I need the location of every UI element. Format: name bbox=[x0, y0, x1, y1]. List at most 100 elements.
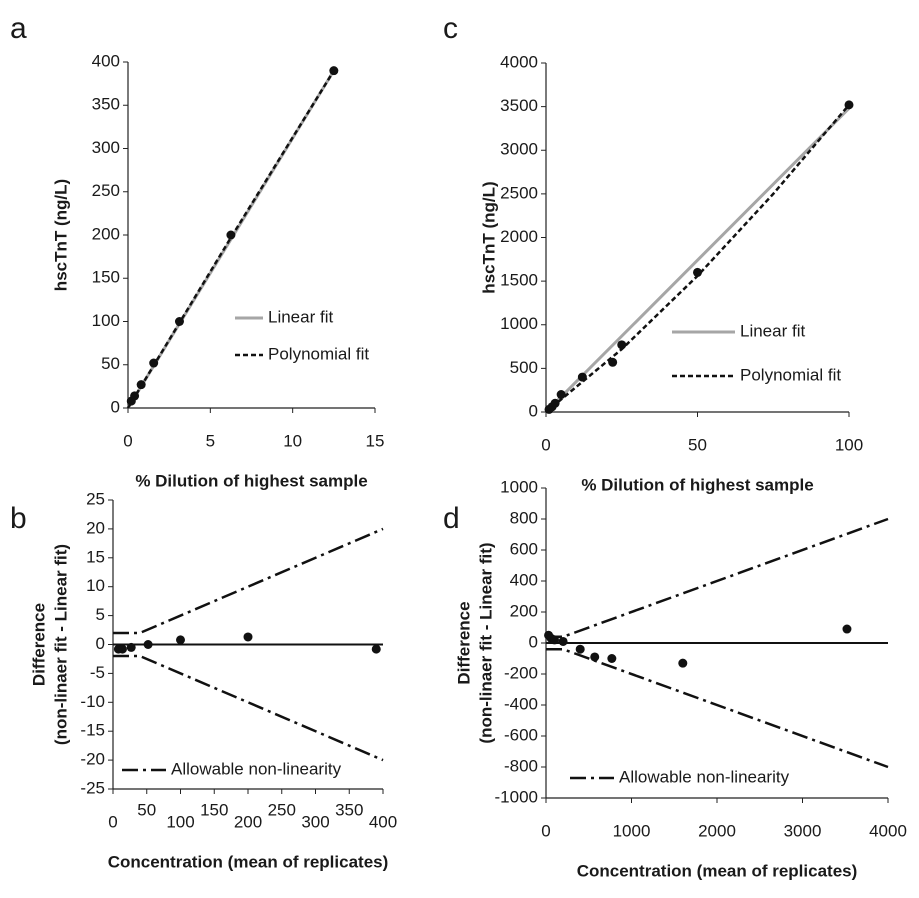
y-tick-label: 2000 bbox=[500, 227, 538, 246]
data-point bbox=[226, 230, 236, 240]
x-tick-label: 100 bbox=[166, 812, 194, 831]
data-point bbox=[550, 635, 560, 645]
y-tick-label: 0 bbox=[529, 401, 538, 420]
data-point bbox=[243, 632, 253, 642]
y-tick-label: 200 bbox=[510, 601, 538, 620]
x-tick-label: 400 bbox=[369, 812, 397, 831]
y-axis-title: hscTnT (ng/L) bbox=[51, 179, 70, 291]
y-tick-label: 3500 bbox=[500, 96, 538, 115]
x-tick-label: 0 bbox=[108, 812, 117, 831]
legend-label: Polynomial fit bbox=[268, 344, 369, 363]
legend-label: Linear fit bbox=[268, 307, 333, 326]
data-point bbox=[678, 658, 688, 668]
y-tick-label: 1000 bbox=[500, 314, 538, 333]
data-point bbox=[371, 644, 381, 654]
fit-line bbox=[546, 517, 889, 639]
y-tick-label: -800 bbox=[504, 756, 538, 775]
y-tick-label: 4000 bbox=[500, 52, 538, 71]
panel-label: d bbox=[443, 502, 460, 535]
y-tick-label: 200 bbox=[92, 224, 120, 243]
data-point bbox=[556, 390, 566, 400]
x-tick-label: 2000 bbox=[698, 821, 736, 840]
x-tick-label: 50 bbox=[137, 800, 156, 819]
data-point bbox=[842, 624, 852, 634]
data-point bbox=[693, 267, 702, 277]
y-tick-label: -20 bbox=[80, 750, 105, 769]
y-tick-label: -200 bbox=[504, 663, 538, 682]
y-axis-title: (non-linaer fit - Linear fit) bbox=[51, 544, 70, 745]
y-tick-label: -400 bbox=[504, 694, 538, 713]
y-tick-label: 2500 bbox=[500, 183, 538, 202]
y-tick-label: 350 bbox=[92, 95, 120, 114]
data-point bbox=[607, 654, 617, 663]
y-tick-label: 100 bbox=[92, 311, 120, 330]
data-point bbox=[590, 652, 600, 662]
legend-label: Polynomial fit bbox=[740, 365, 841, 384]
data-point bbox=[117, 644, 127, 654]
y-tick-label: 15 bbox=[86, 547, 105, 566]
x-axis-title: % Dilution of highest sample bbox=[581, 475, 813, 494]
y-tick-label: 0 bbox=[96, 634, 105, 653]
y-axis-title: Difference bbox=[29, 603, 48, 686]
legend-label: Linear fit bbox=[740, 321, 805, 340]
y-tick-label: 400 bbox=[510, 570, 538, 589]
x-tick-label: 350 bbox=[335, 800, 363, 819]
data-point bbox=[136, 380, 146, 390]
y-tick-label: 600 bbox=[510, 539, 538, 558]
y-tick-label: 5 bbox=[96, 605, 105, 624]
data-point bbox=[130, 391, 140, 401]
y-axis-title: (non-linaer fit - Linear fit) bbox=[476, 542, 495, 743]
fit-line bbox=[113, 527, 384, 635]
x-tick-label: 0 bbox=[541, 821, 550, 840]
y-tick-label: -5 bbox=[90, 663, 105, 682]
fit-line bbox=[113, 654, 384, 762]
legend-label: Allowable non-linearity bbox=[171, 759, 342, 778]
legend-label: Allowable non-linearity bbox=[619, 767, 790, 786]
x-axis-title: Concentration (mean of replicates) bbox=[108, 852, 389, 871]
data-point bbox=[143, 640, 153, 649]
y-tick-label: 400 bbox=[92, 51, 120, 70]
x-axis-title: Concentration (mean of replicates) bbox=[577, 861, 858, 880]
y-tick-label: -600 bbox=[504, 725, 538, 744]
fit-line bbox=[544, 107, 851, 414]
x-axis-title: % Dilution of highest sample bbox=[135, 471, 367, 490]
y-tick-label: 20 bbox=[86, 518, 105, 537]
x-tick-label: 300 bbox=[301, 812, 329, 831]
y-tick-label: -1000 bbox=[495, 787, 538, 806]
panel-label: a bbox=[10, 12, 27, 45]
y-tick-label: 3000 bbox=[500, 140, 538, 159]
y-tick-label: 500 bbox=[510, 358, 538, 377]
y-tick-label: 1500 bbox=[500, 271, 538, 290]
x-tick-label: 10 bbox=[283, 431, 302, 450]
y-tick-label: 150 bbox=[92, 268, 120, 287]
fit-line bbox=[126, 69, 335, 409]
y-tick-label: 300 bbox=[92, 138, 120, 157]
y-axis-title: Difference bbox=[454, 601, 473, 684]
y-tick-label: 50 bbox=[101, 354, 120, 373]
data-point bbox=[575, 644, 585, 654]
y-tick-label: 250 bbox=[92, 181, 120, 200]
x-tick-label: 1000 bbox=[613, 821, 651, 840]
panel-label: b bbox=[10, 502, 27, 535]
x-tick-label: 0 bbox=[123, 431, 132, 450]
y-tick-label: 10 bbox=[86, 576, 105, 595]
data-point bbox=[149, 358, 159, 368]
y-tick-label: -15 bbox=[80, 721, 105, 740]
data-point bbox=[176, 635, 185, 645]
y-tick-label: 800 bbox=[510, 508, 538, 527]
x-tick-label: 150 bbox=[200, 800, 228, 819]
y-tick-label: -10 bbox=[80, 692, 105, 711]
data-point bbox=[126, 642, 136, 652]
data-point bbox=[558, 636, 568, 646]
data-point bbox=[844, 100, 854, 110]
y-tick-label: 25 bbox=[86, 489, 105, 508]
y-axis-title: hscTnT (ng/L) bbox=[479, 181, 498, 293]
x-tick-label: 5 bbox=[206, 431, 215, 450]
x-tick-label: 200 bbox=[234, 812, 262, 831]
panel-label: c bbox=[443, 12, 458, 45]
data-point bbox=[174, 317, 184, 326]
y-tick-label: 0 bbox=[111, 397, 120, 416]
x-tick-label: 4000 bbox=[869, 821, 907, 840]
y-tick-label: 1000 bbox=[500, 477, 538, 496]
